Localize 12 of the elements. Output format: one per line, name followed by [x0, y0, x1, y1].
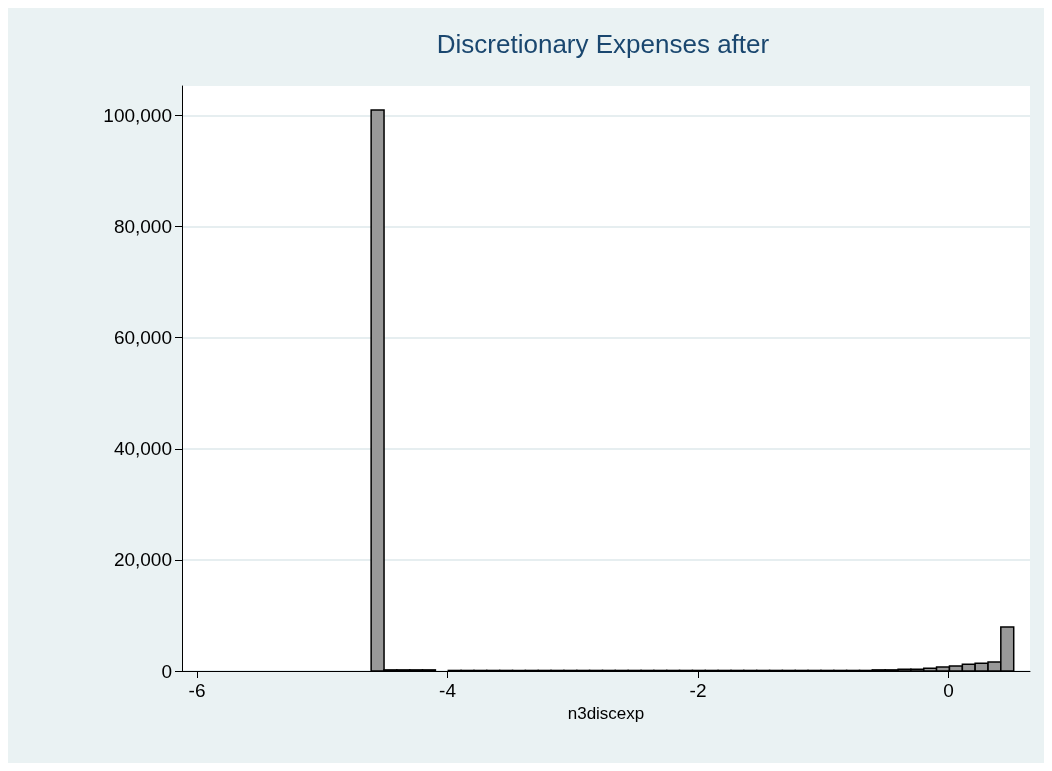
- y-tick-label: 40,000: [113, 438, 172, 460]
- y-tick-label: 0: [161, 660, 172, 682]
- x-tick-label: 0: [943, 680, 954, 701]
- chart-title: Discretionary Expenses after: [436, 29, 770, 59]
- x-tick-label: -2: [689, 680, 707, 701]
- x-axis-title: n3discexp: [567, 703, 645, 723]
- x-tick-label: -4: [439, 680, 457, 701]
- y-tick-label: 20,000: [113, 549, 172, 571]
- y-tick-label: 60,000: [113, 327, 172, 349]
- y-tick-label: 80,000: [113, 216, 172, 238]
- y-tick-label: 100,000: [103, 104, 172, 126]
- x-tick-label: -6: [188, 680, 206, 701]
